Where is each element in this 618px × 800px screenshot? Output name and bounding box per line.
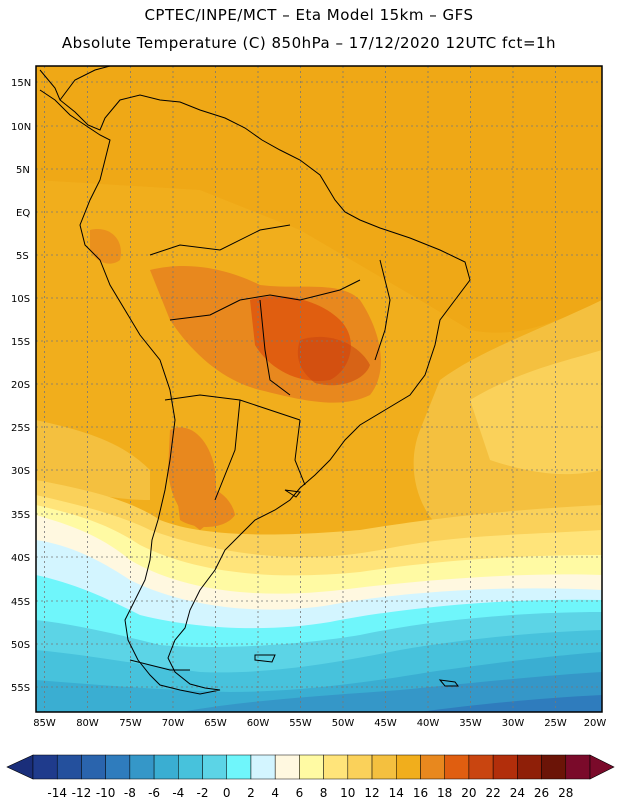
lat-label: 45S [11, 597, 30, 608]
colorbar-swatch [420, 754, 445, 780]
colorbar-swatch [226, 754, 252, 780]
colorbar-tick-label: 6 [296, 786, 304, 800]
lat-label: 10S [11, 294, 30, 305]
colorbar-tick-label: 8 [320, 786, 328, 800]
colorbar-swatch [105, 754, 131, 780]
colorbar-tick-label: 0 [223, 786, 231, 800]
colorbar-swatch [202, 754, 227, 780]
lon-label: 85W [33, 718, 56, 729]
lon-label: 65W [204, 718, 227, 729]
map-title-line1: CPTEC/INPE/MCT – Eta Model 15km – GFS [144, 6, 474, 24]
colorbar-swatch [541, 754, 567, 780]
colorbar-over-arrow [589, 754, 615, 780]
lat-label: 40S [11, 553, 30, 564]
lon-label: 55W [289, 718, 312, 729]
colorbar-swatch [153, 754, 179, 780]
colorbar-tick-label: -12 [72, 786, 92, 800]
lon-label: 45W [374, 718, 397, 729]
lat-label: 55S [11, 683, 30, 694]
lon-label: 20W [584, 718, 607, 729]
map-title-line2: Absolute Temperature (C) 850hPa – 17/12/… [61, 34, 557, 52]
lat-label: EQ [16, 208, 30, 219]
lon-label: 35W [459, 718, 482, 729]
colorbar-tick-label: 16 [413, 786, 428, 800]
colorbar-tick-label: -4 [172, 786, 184, 800]
color-scale-bar: -14 -12 -10 -8 -6 -4 -2 0 2 4 6 8 10 12 14 16 18 20 22 24 26… [6, 754, 615, 800]
lon-label: 80W [76, 718, 99, 729]
lat-label: 5N [16, 165, 30, 176]
colorbar-swatch [396, 754, 421, 780]
colorbar-tick-label: 24 [510, 786, 525, 800]
colorbar-tick-label: 28 [558, 786, 573, 800]
lon-label: 25W [544, 718, 567, 729]
latitude-labels: 15N 10N 5N EQ 5S 10S 15S 20S 25S 30S 35S… [11, 78, 31, 694]
lon-label: 50W [332, 718, 355, 729]
colorbar-swatch [56, 754, 82, 780]
colorbar-tick-label: -10 [96, 786, 116, 800]
lon-label: 60W [247, 718, 270, 729]
colorbar-tick-label: 10 [340, 786, 355, 800]
plot-frame [35, 65, 603, 713]
lon-label: 30W [502, 718, 525, 729]
lat-label: 25S [11, 423, 30, 434]
map-grid [36, 66, 602, 712]
colorbar-tick-label: 22 [485, 786, 500, 800]
colorbar-swatch [250, 754, 276, 780]
colorbar-tick-label: 26 [534, 786, 549, 800]
colorbar-tick-label: 20 [461, 786, 476, 800]
colorbar-swatch [81, 754, 106, 780]
colorbar-tick-label: -2 [197, 786, 209, 800]
colorbar-swatch [565, 754, 591, 780]
colorbar-swatch [517, 754, 542, 780]
colorbar-tick-label: -6 [148, 786, 160, 800]
colorbar-swatch [129, 754, 155, 780]
lat-label: 20S [11, 380, 30, 391]
colorbar-tick-label: -14 [47, 786, 67, 800]
colorbar-swatch [32, 754, 58, 780]
lat-label: 10N [11, 122, 31, 133]
colorbar-swatch [468, 754, 494, 780]
lat-label: 15S [11, 337, 30, 348]
colorbar-tick-label: 12 [364, 786, 379, 800]
colorbar-swatch [274, 754, 300, 780]
lon-label: 70W [162, 718, 185, 729]
lat-label: 50S [11, 640, 30, 651]
lat-label: 15N [11, 78, 31, 89]
colorbar-tick-label: 18 [437, 786, 452, 800]
coastlines [39, 66, 471, 695]
colorbar-swatch [347, 754, 373, 780]
colorbar-swatch [323, 754, 349, 780]
colorbar-swatch [492, 754, 518, 780]
colorbar-swatch [299, 754, 324, 780]
colorbar-swatch [444, 754, 470, 780]
lat-label: 30S [11, 466, 30, 477]
colorbar-under-arrow [6, 754, 34, 780]
lon-label: 40W [417, 718, 440, 729]
temperature-field [36, 66, 602, 712]
lon-label: 75W [119, 718, 142, 729]
lat-label: 35S [11, 510, 30, 521]
colorbar-tick-label: 4 [271, 786, 279, 800]
colorbar-swatch [371, 754, 397, 780]
colorbar-tick-label: 2 [247, 786, 255, 800]
longitude-labels: 85W 80W 75W 70W 65W 60W 55W 50W 45W 40W … [33, 718, 606, 729]
colorbar-tick-label: 14 [389, 786, 404, 800]
colorbar-tick-label: -8 [124, 786, 136, 800]
colorbar-swatch [178, 754, 203, 780]
lat-label: 5S [16, 251, 29, 262]
